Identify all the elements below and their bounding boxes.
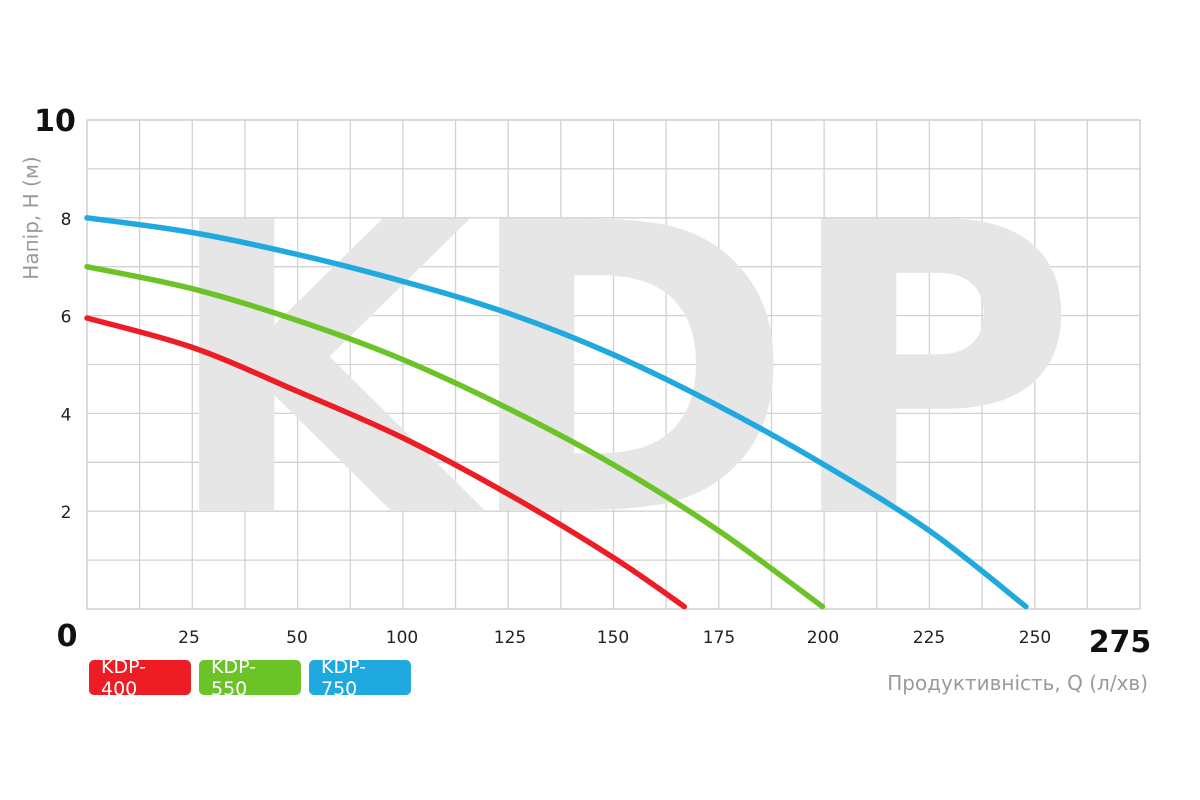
y-tick-label: 10 xyxy=(34,104,76,139)
origin-label: 0 xyxy=(57,619,78,654)
x-tick-label: 25 xyxy=(178,628,200,648)
y-tick-labels: 10 8 6 4 2 xyxy=(34,104,76,523)
x-tick-label: 175 xyxy=(703,628,735,648)
y-tick-label: 2 xyxy=(61,503,72,523)
x-tick-labels: 25 50 100 125 150 175 200 225 250 275 xyxy=(178,625,1151,660)
series-line-kdp-750 xyxy=(84,215,1029,610)
x-tick-label: 150 xyxy=(597,628,629,648)
x-axis-title: Продуктивність, Q (л/хв) xyxy=(887,671,1148,695)
legend-item-kdp-400: KDP-400 xyxy=(89,656,191,700)
legend: KDP-400 KDP-550 KDP-750 xyxy=(89,656,411,700)
x-tick-label: 275 xyxy=(1089,625,1152,660)
x-tick-label: 200 xyxy=(807,628,839,648)
legend-item-kdp-750: KDP-750 xyxy=(309,656,411,700)
y-axis-title: Напір, H (м) xyxy=(19,156,43,279)
series-line-kdp-400 xyxy=(84,315,688,610)
series-layer xyxy=(84,215,1029,610)
y-tick-label: 4 xyxy=(61,405,72,425)
x-tick-label: 225 xyxy=(913,628,945,648)
x-tick-label: 100 xyxy=(386,628,418,648)
x-tick-label: 250 xyxy=(1019,628,1051,648)
chart-grid xyxy=(86,119,1141,610)
series-line-kdp-550 xyxy=(84,263,826,610)
y-tick-label: 6 xyxy=(61,308,72,328)
y-tick-label: 8 xyxy=(61,210,72,230)
legend-item-kdp-550: KDP-550 xyxy=(199,656,301,700)
x-tick-label: 50 xyxy=(286,628,308,648)
x-tick-label: 125 xyxy=(494,628,526,648)
